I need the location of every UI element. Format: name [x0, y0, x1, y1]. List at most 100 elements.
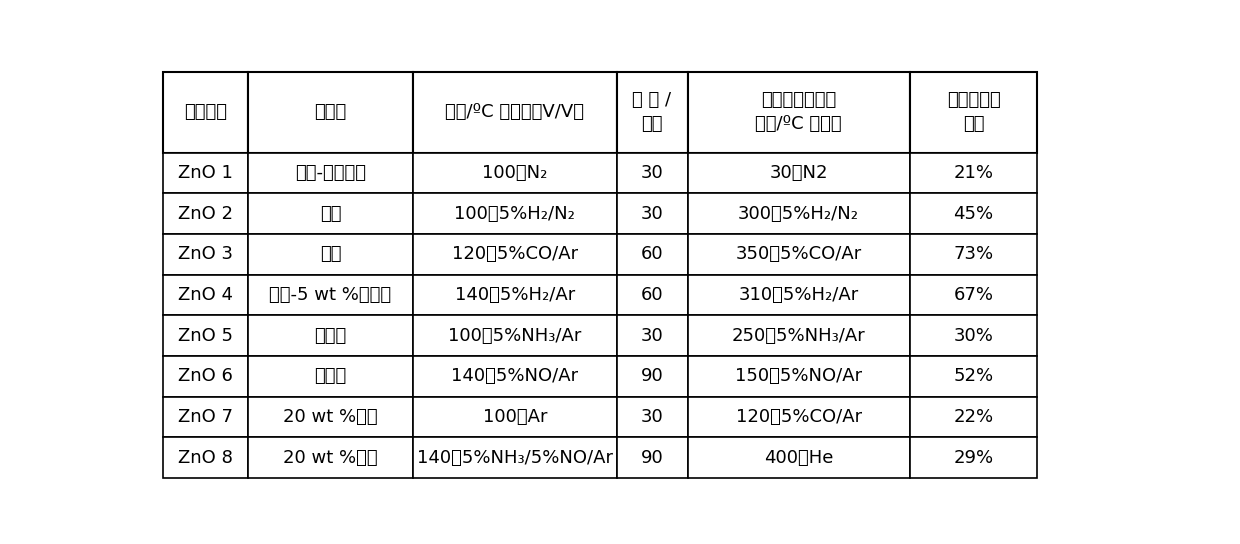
- Text: 100，Ar: 100，Ar: [482, 408, 547, 426]
- Text: 310，5%H₂/Ar: 310，5%H₂/Ar: [739, 286, 859, 304]
- Bar: [248, 194, 413, 234]
- Text: 52%: 52%: [954, 367, 993, 385]
- Text: ZnO 3: ZnO 3: [177, 245, 233, 263]
- Bar: [910, 72, 1038, 153]
- Bar: [162, 316, 248, 356]
- Text: 140，5%NO/Ar: 140，5%NO/Ar: [451, 367, 579, 385]
- Text: 油酸: 油酸: [320, 205, 341, 223]
- Bar: [162, 275, 248, 316]
- Text: 30: 30: [641, 408, 663, 426]
- Bar: [413, 234, 616, 275]
- Bar: [687, 437, 910, 478]
- Text: ZnO 7: ZnO 7: [177, 408, 233, 426]
- Bar: [248, 234, 413, 275]
- Bar: [910, 275, 1038, 316]
- Bar: [413, 153, 616, 194]
- Bar: [687, 397, 910, 437]
- Text: ZnO 1: ZnO 1: [177, 164, 233, 182]
- Bar: [910, 437, 1038, 478]
- Bar: [616, 72, 687, 153]
- Bar: [413, 316, 616, 356]
- Bar: [616, 356, 687, 397]
- Bar: [413, 275, 616, 316]
- Text: 60: 60: [641, 245, 663, 263]
- Bar: [910, 316, 1038, 356]
- Bar: [162, 397, 248, 437]
- Bar: [616, 316, 687, 356]
- Bar: [162, 194, 248, 234]
- Text: 150，5%NO/Ar: 150，5%NO/Ar: [735, 367, 862, 385]
- Text: 73%: 73%: [954, 245, 993, 263]
- Text: 温度/ºC 和载气（V/V）: 温度/ºC 和载气（V/V）: [445, 103, 584, 121]
- Text: 样品编号: 样品编号: [184, 103, 227, 121]
- Bar: [687, 153, 910, 194]
- Text: 30: 30: [641, 326, 663, 345]
- Text: 20 wt %氨水: 20 wt %氨水: [283, 449, 378, 467]
- Bar: [687, 194, 910, 234]
- Bar: [413, 397, 616, 437]
- Text: 油酸-5 wt %水合肼: 油酸-5 wt %水合肼: [269, 286, 392, 304]
- Bar: [910, 234, 1038, 275]
- Text: 30: 30: [641, 205, 663, 223]
- Bar: [248, 397, 413, 437]
- Text: 30，N2: 30，N2: [769, 164, 828, 182]
- Text: 22%: 22%: [954, 408, 993, 426]
- Bar: [687, 72, 910, 153]
- Bar: [910, 356, 1038, 397]
- Text: 油酸: 油酸: [320, 245, 341, 263]
- Text: 45%: 45%: [954, 205, 993, 223]
- Text: ZnO 5: ZnO 5: [177, 326, 233, 345]
- Text: 29%: 29%: [954, 449, 993, 467]
- Text: ZnO 2: ZnO 2: [177, 205, 233, 223]
- Text: 30: 30: [641, 164, 663, 182]
- Text: 20 wt %氨水: 20 wt %氨水: [283, 408, 378, 426]
- Bar: [687, 275, 910, 316]
- Text: 60: 60: [641, 286, 663, 304]
- Bar: [248, 316, 413, 356]
- Text: 300，5%H₂/N₂: 300，5%H₂/N₂: [738, 205, 859, 223]
- Bar: [910, 194, 1038, 234]
- Text: 21%: 21%: [954, 164, 993, 182]
- Text: 90: 90: [641, 449, 663, 467]
- Text: 140，5%H₂/Ar: 140，5%H₂/Ar: [455, 286, 575, 304]
- Text: 90: 90: [641, 367, 663, 385]
- Text: 表面氧空位
浓度: 表面氧空位 浓度: [946, 91, 1001, 133]
- Text: 时 间 /
分钟: 时 间 / 分钟: [632, 91, 672, 133]
- Bar: [162, 234, 248, 275]
- Bar: [413, 72, 616, 153]
- Bar: [413, 437, 616, 478]
- Bar: [162, 72, 248, 153]
- Text: 30%: 30%: [954, 326, 993, 345]
- Bar: [248, 356, 413, 397]
- Text: 250，5%NH₃/Ar: 250，5%NH₃/Ar: [732, 326, 866, 345]
- Bar: [248, 153, 413, 194]
- Bar: [616, 437, 687, 478]
- Bar: [616, 234, 687, 275]
- Bar: [687, 234, 910, 275]
- Text: 乙二胺: 乙二胺: [315, 367, 347, 385]
- Bar: [248, 72, 413, 153]
- Text: 油酸-乌洛托品: 油酸-乌洛托品: [295, 164, 366, 182]
- Text: 乙二胺: 乙二胺: [315, 326, 347, 345]
- Text: ZnO 8: ZnO 8: [177, 449, 233, 467]
- Text: 67%: 67%: [954, 286, 993, 304]
- Bar: [616, 275, 687, 316]
- Text: 100，N₂: 100，N₂: [482, 164, 548, 182]
- Text: 100，5%NH₃/Ar: 100，5%NH₃/Ar: [448, 326, 582, 345]
- Bar: [687, 316, 910, 356]
- Bar: [162, 356, 248, 397]
- Text: 350，5%CO/Ar: 350，5%CO/Ar: [735, 245, 862, 263]
- Bar: [616, 153, 687, 194]
- Bar: [616, 397, 687, 437]
- Bar: [248, 437, 413, 478]
- Bar: [413, 194, 616, 234]
- Bar: [248, 275, 413, 316]
- Text: 120，5%CO/Ar: 120，5%CO/Ar: [451, 245, 578, 263]
- Bar: [162, 153, 248, 194]
- Text: 140，5%NH₃/5%NO/Ar: 140，5%NH₃/5%NO/Ar: [417, 449, 613, 467]
- Text: 刻蚀剂: 刻蚀剂: [315, 103, 347, 121]
- Text: 100，5%H₂/N₂: 100，5%H₂/N₂: [455, 205, 575, 223]
- Text: ZnO 4: ZnO 4: [177, 286, 233, 304]
- Bar: [616, 194, 687, 234]
- Text: 120，5%CO/Ar: 120，5%CO/Ar: [735, 408, 862, 426]
